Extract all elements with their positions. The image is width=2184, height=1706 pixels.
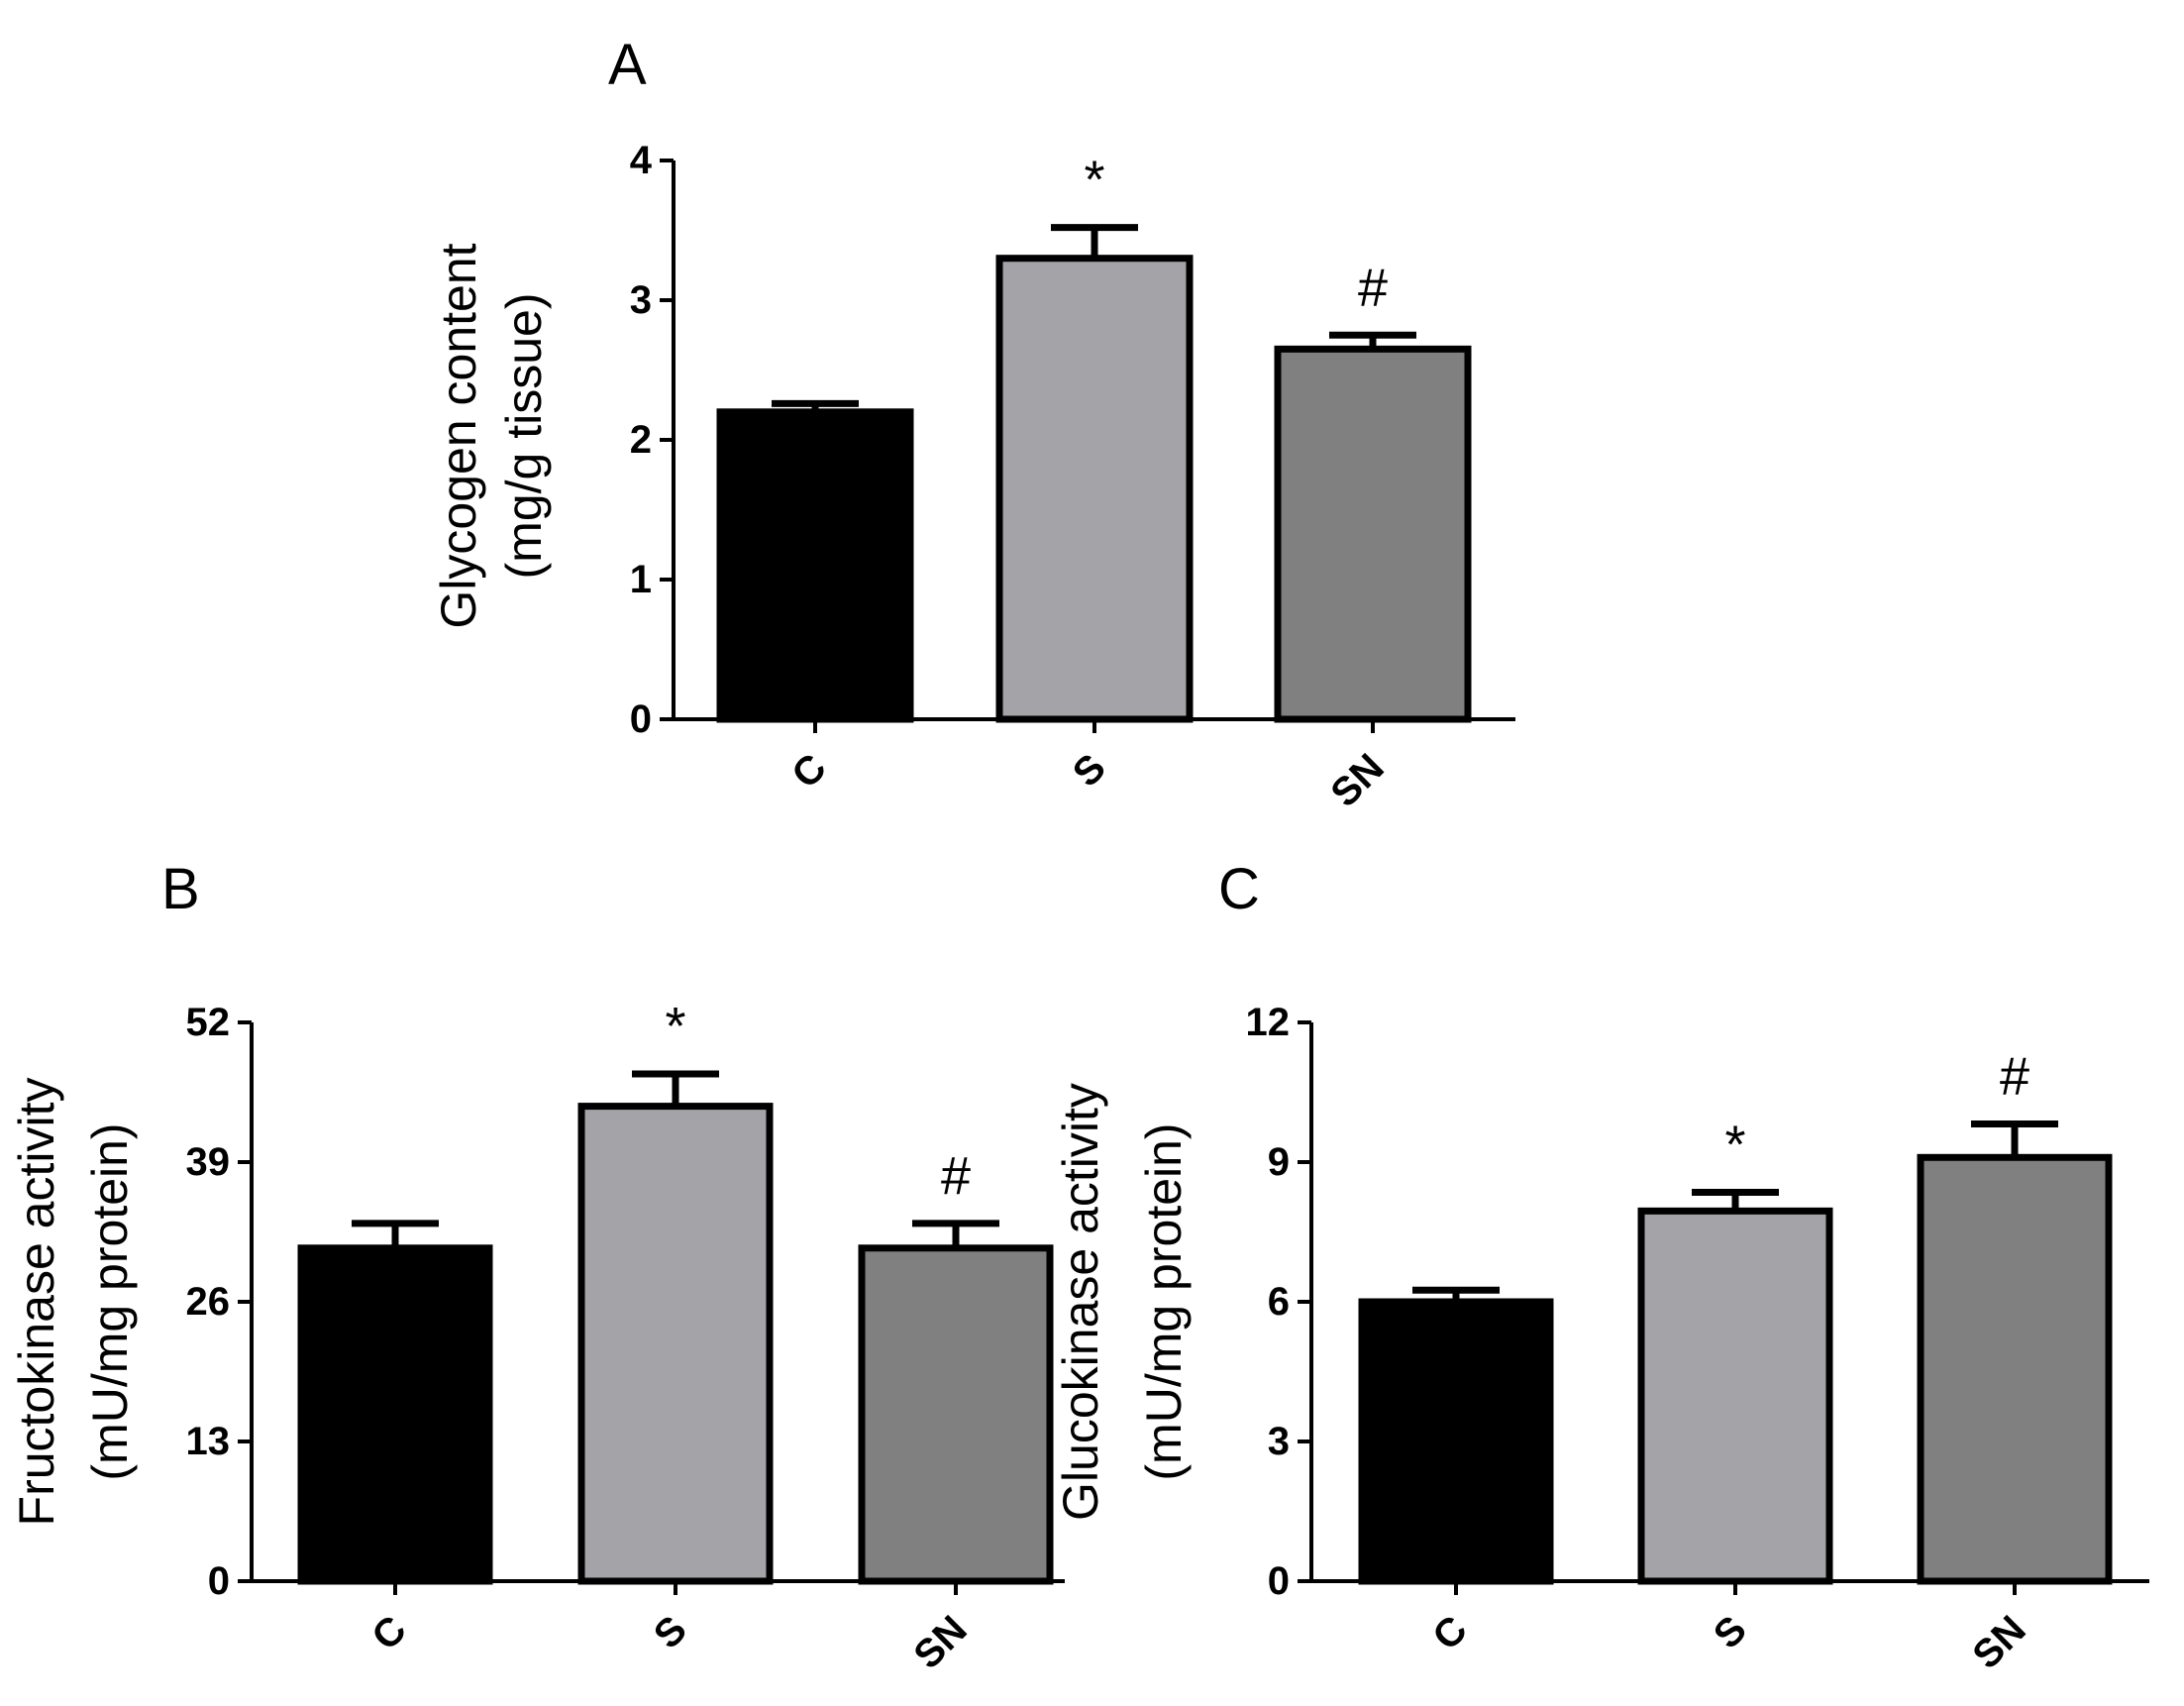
bar-sn	[1274, 345, 1472, 723]
y-tick-label: 9	[1268, 1140, 1290, 1184]
y-axis-title: Glucokinase activity	[1053, 1083, 1108, 1521]
y-tick-label: 26	[186, 1280, 231, 1324]
x-tick-label: S	[646, 1608, 695, 1657]
y-tick-label: 3	[630, 278, 652, 322]
y-axis-title: Glycogen content	[431, 243, 486, 628]
panel-c: C Glucokinase activity (mU/mg protein) C * S #…	[1053, 857, 2149, 1677]
bar-sn	[858, 1244, 1054, 1585]
y-tick-label: 52	[186, 1001, 231, 1044]
x-tick-label: S	[1065, 746, 1114, 796]
y-tick-label: 0	[1268, 1559, 1290, 1603]
x-tick-label: SN	[905, 1608, 975, 1677]
panel-a: A Glycogen content (mg/g tissue) C * S # SN 0 1 2 3…	[431, 33, 1515, 815]
bar-c	[1358, 1298, 1554, 1585]
significance-mark: *	[1084, 151, 1104, 210]
y-tick-label: 0	[630, 697, 652, 741]
y-tick-label: 1	[630, 558, 652, 601]
panel-b: B Fructokinase activity (mU/mg protein) C * S…	[9, 857, 1065, 1677]
y-axis-title: Fructokinase activity	[9, 1078, 64, 1527]
panel-letter: A	[608, 33, 647, 97]
y-tick-label: 0	[208, 1559, 230, 1603]
bar-s	[995, 255, 1194, 723]
panel-letter: B	[161, 857, 200, 921]
bar-s	[1637, 1207, 1833, 1585]
significance-mark: #	[1358, 258, 1388, 317]
panel-letter: C	[1218, 857, 1260, 921]
y-tick-label: 4	[630, 139, 653, 182]
x-tick-label: C	[364, 1608, 415, 1659]
bar-c	[297, 1244, 493, 1585]
significance-mark: *	[665, 997, 685, 1056]
bar-sn	[1917, 1153, 2113, 1585]
x-tick-label: C	[783, 746, 835, 798]
y-tick-label: 12	[1246, 1001, 1291, 1044]
significance-mark: #	[2000, 1046, 2029, 1106]
y-axis-title: (mU/mg protein)	[82, 1122, 138, 1480]
bar-s	[577, 1103, 774, 1585]
significance-mark: #	[941, 1146, 971, 1206]
y-tick-label: 6	[1268, 1280, 1290, 1324]
x-tick-label: C	[1424, 1608, 1476, 1659]
x-tick-label: SN	[1964, 1608, 2033, 1677]
y-tick-label: 3	[1268, 1420, 1290, 1463]
y-tick-label: 13	[186, 1420, 231, 1463]
y-tick-label: 39	[186, 1140, 231, 1184]
significance-mark: *	[1724, 1116, 1745, 1175]
x-tick-label: S	[1706, 1608, 1755, 1657]
y-axis-title: (mg/g tissue)	[496, 293, 552, 580]
y-axis-title: (mU/mg protein)	[1136, 1122, 1192, 1480]
y-tick-label: 2	[630, 418, 652, 462]
x-tick-label: SN	[1322, 746, 1392, 815]
bar-c	[716, 408, 914, 723]
